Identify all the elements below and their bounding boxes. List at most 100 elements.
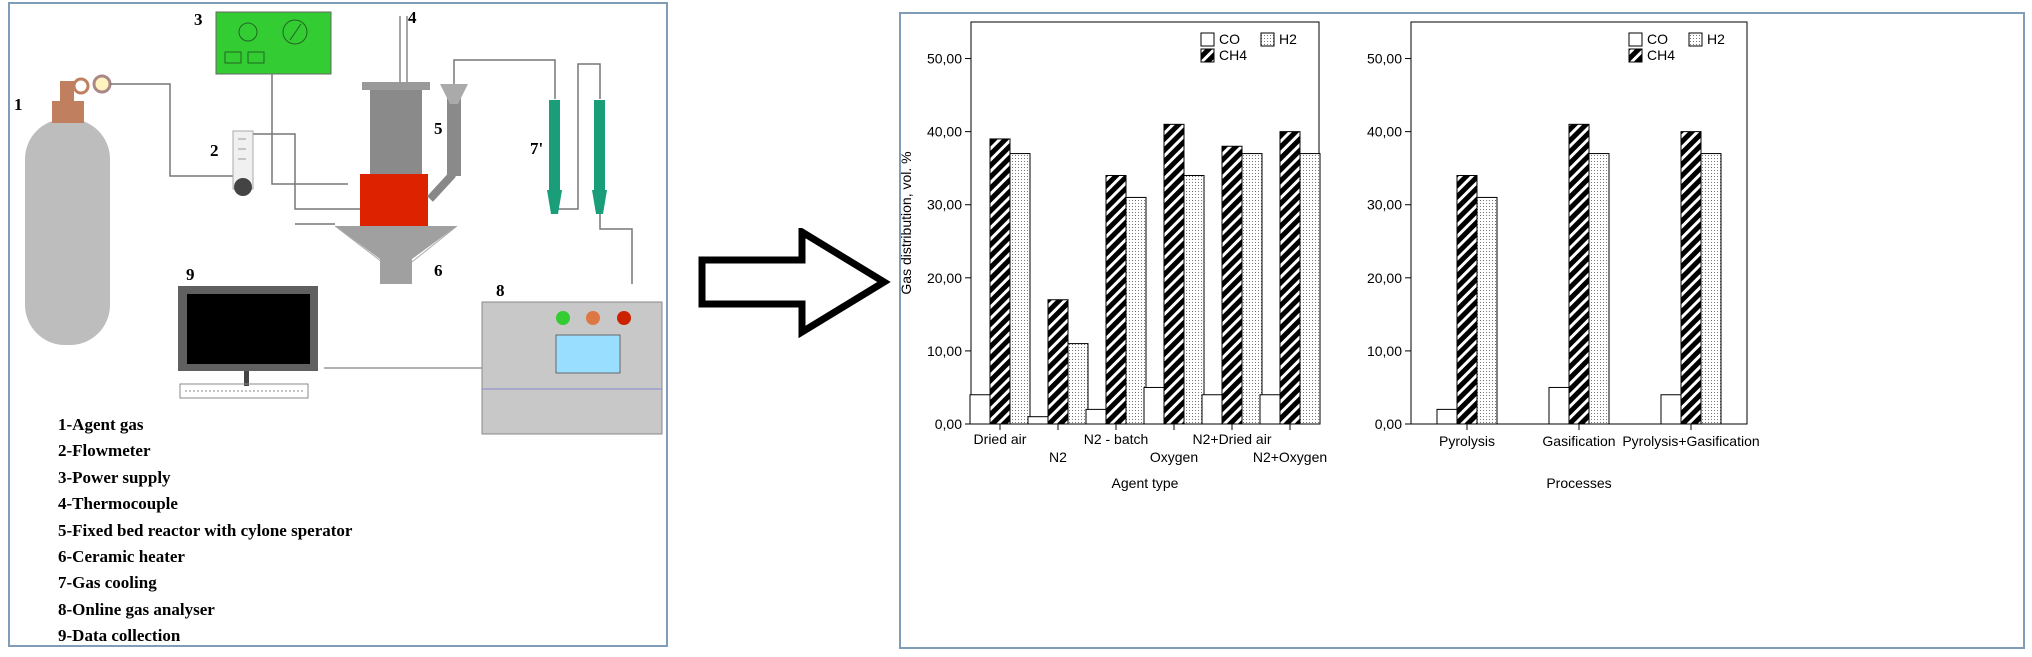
y-tick-label: 20,00	[1367, 270, 1402, 286]
gas-distribution-charts: 0,00 10,00 20,00 30,00 40,00 50,00 Gas distrib…	[898, 21, 1760, 491]
agent-type-chart: 0,00 10,00 20,00 30,00 40,00 50,00 Gas distrib…	[898, 21, 1327, 491]
bar-h2	[1067, 343, 1089, 425]
bar-ch4	[1047, 299, 1069, 425]
y-tick-label: 0,00	[1375, 416, 1402, 432]
bar-co	[1259, 394, 1281, 425]
y-tick-label: 40,00	[1367, 124, 1402, 140]
bar-h2	[1125, 196, 1147, 425]
legend-item: 8-Online gas analyser	[58, 599, 215, 619]
legend-swatch	[1628, 48, 1643, 63]
y-tick-label: 0,00	[935, 416, 962, 432]
x-axis-title: Processes	[1546, 475, 1611, 491]
bar-co	[1436, 408, 1458, 425]
gas-line-to-analyser	[599, 214, 633, 284]
legend-item: 3-Power supply	[58, 467, 171, 487]
bar-h2	[1588, 153, 1610, 425]
setup-diagram-panel: 1 2 3 4 5 6 7' 8 9 1-Agent gas 2-Flowmet…	[8, 2, 668, 647]
power-dial-icon	[238, 22, 258, 42]
bar-h2	[1009, 153, 1031, 425]
gas-line-to-reactor	[250, 133, 370, 210]
bar-h2	[1299, 153, 1321, 425]
cyclone-separator	[447, 86, 461, 176]
bar-co	[1660, 394, 1682, 425]
results-charts-panel: 0,00 10,00 20,00 30,00 40,00 50,00 Gas distrib…	[898, 12, 2025, 649]
x-tick-label: Pyrolysis	[1439, 433, 1495, 449]
bar-ch4	[1568, 123, 1590, 425]
analyser-led-orange-icon	[586, 311, 600, 325]
label-2: 2	[210, 141, 219, 160]
y-tick-label: 30,00	[1367, 197, 1402, 213]
legend-item: 7-Gas cooling	[58, 573, 157, 593]
bar-ch4	[1163, 123, 1185, 425]
y-tick-label: 10,00	[927, 343, 962, 359]
legend-swatch	[1260, 32, 1275, 47]
y-tick-label: 50,00	[927, 51, 962, 67]
bar-ch4	[1680, 131, 1702, 425]
bar-co	[1548, 386, 1570, 425]
x-tick-label: Oxygen	[1150, 449, 1198, 465]
bar-ch4	[1279, 131, 1301, 425]
legend-item: 5-Fixed bed reactor with cylone sperator	[58, 520, 353, 540]
analyser-led-red-icon	[617, 311, 631, 325]
legend-item: 9-Data collection	[58, 626, 181, 646]
label-8: 8	[496, 281, 505, 300]
legend-item: 6-Ceramic heater	[58, 547, 185, 567]
legend-label: CH4	[1219, 47, 1247, 63]
x-tick-label: Dried air	[974, 431, 1027, 447]
regulator-gauge-icon	[92, 74, 112, 94]
cylinder-neck	[52, 101, 84, 123]
label-7prime: 7'	[530, 139, 543, 158]
y-tick-label: 50,00	[1367, 51, 1402, 67]
legend-item: 2-Flowmeter	[58, 441, 151, 461]
y-tick-label: 40,00	[927, 124, 962, 140]
label-5: 5	[434, 119, 443, 138]
x-tick-label: N2+Oxygen	[1253, 449, 1327, 465]
x-tick-label: Gasification	[1542, 433, 1615, 449]
bar-ch4	[1105, 174, 1127, 425]
bar-co	[1201, 394, 1223, 425]
analyser-screen	[555, 334, 621, 374]
legend-swatch	[1688, 32, 1703, 47]
cylinder-valve	[60, 81, 74, 105]
reactor-funnel	[335, 226, 457, 284]
legend-label: CH4	[1647, 47, 1675, 63]
bar-h2	[1183, 174, 1205, 425]
bar-ch4	[989, 138, 1011, 425]
keyboard	[179, 383, 309, 399]
cyclone-cone	[440, 84, 468, 104]
bar-co	[1143, 386, 1165, 425]
y-tick-label: 30,00	[927, 197, 962, 213]
legend-label: CO	[1647, 31, 1668, 47]
gas-line-to-cooler	[453, 59, 556, 99]
bar-ch4	[1456, 174, 1478, 425]
legend-label: H2	[1279, 31, 1297, 47]
power-dial-icon	[282, 19, 308, 45]
bar-h2	[1241, 153, 1263, 425]
power-supply	[215, 11, 332, 75]
label-4: 4	[408, 8, 417, 27]
bar-ch4	[1221, 145, 1243, 425]
y-axis-title: Gas distribution, vol. %	[901, 151, 914, 294]
setup-diagram: 1 2 3 4 5 6 7' 8 9	[14, 8, 663, 435]
power-cable	[271, 74, 348, 185]
gas-line-cooler-link	[555, 63, 601, 210]
bar-co	[1027, 416, 1049, 425]
bar-co	[1085, 408, 1107, 425]
gas-line	[110, 83, 235, 177]
legend-swatch	[1200, 48, 1215, 63]
x-tick-label: N2	[1049, 449, 1067, 465]
x-tick-label: N2 - batch	[1084, 431, 1149, 447]
x-tick-label: Pyrolysis+Gasification	[1622, 433, 1759, 449]
label-6: 6	[434, 261, 443, 280]
gas-cooler-2	[594, 100, 605, 190]
legend-label: H2	[1707, 31, 1725, 47]
gas-cooler-1	[549, 100, 560, 190]
x-axis-title: Agent type	[1112, 475, 1179, 491]
legend-label: CO	[1219, 31, 1240, 47]
gas-cylinder	[25, 119, 110, 345]
x-tick-label: N2+Dried air	[1193, 431, 1272, 447]
legend-swatch	[1628, 32, 1643, 47]
label-9: 9	[186, 265, 195, 284]
flowmeter-knob-icon	[234, 178, 252, 196]
label-1: 1	[14, 95, 23, 114]
